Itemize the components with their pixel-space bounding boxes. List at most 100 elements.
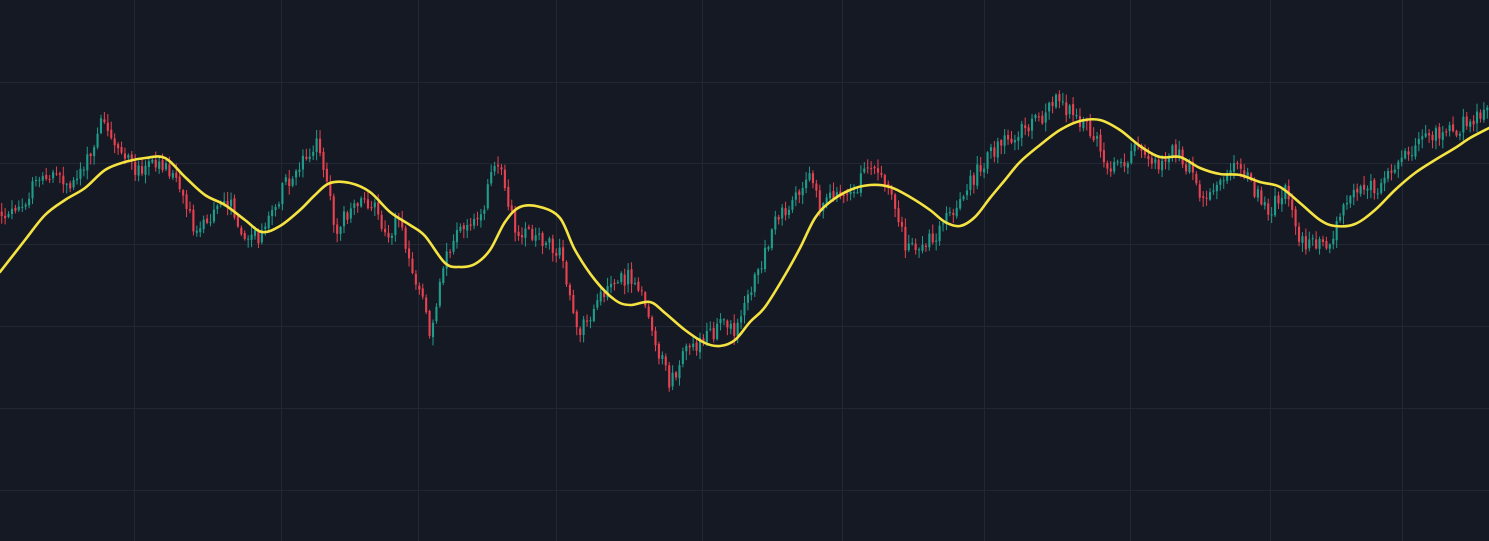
candle-body bbox=[1058, 94, 1061, 102]
candle-body bbox=[140, 166, 144, 174]
candle-body bbox=[931, 233, 934, 243]
candle-body bbox=[555, 252, 558, 256]
candle bbox=[623, 268, 626, 295]
candle-body bbox=[164, 163, 168, 170]
candle-body bbox=[490, 172, 493, 184]
candle bbox=[188, 201, 192, 214]
candle bbox=[921, 236, 924, 254]
candle bbox=[397, 212, 400, 228]
candle-body bbox=[380, 214, 383, 229]
candle-body bbox=[1441, 132, 1444, 140]
candle-body bbox=[10, 208, 14, 214]
candle-body bbox=[1116, 161, 1119, 163]
candle bbox=[1102, 142, 1105, 168]
candle-body bbox=[668, 365, 671, 388]
candle-body bbox=[548, 238, 551, 243]
candle-body bbox=[674, 372, 678, 378]
candle-body bbox=[390, 235, 393, 239]
candle bbox=[517, 225, 520, 241]
candle-body bbox=[733, 322, 736, 336]
candle-body bbox=[1315, 239, 1318, 249]
candle bbox=[1003, 129, 1006, 154]
candle bbox=[1236, 160, 1239, 170]
candle-body bbox=[921, 244, 924, 251]
candle-body bbox=[233, 198, 236, 218]
candle bbox=[1393, 164, 1396, 175]
candle bbox=[1041, 110, 1044, 125]
candle bbox=[473, 213, 476, 230]
candle-body bbox=[692, 343, 695, 348]
candle-body bbox=[305, 156, 308, 159]
candle-body bbox=[842, 194, 845, 196]
candle bbox=[38, 176, 41, 188]
candle-body bbox=[644, 292, 647, 306]
candle bbox=[79, 162, 82, 186]
candle bbox=[719, 313, 722, 331]
candle bbox=[568, 282, 571, 301]
candle bbox=[1438, 123, 1441, 146]
candle bbox=[325, 162, 328, 187]
candle bbox=[510, 199, 513, 213]
candle bbox=[154, 151, 157, 172]
candle-body bbox=[1335, 221, 1338, 241]
candle bbox=[1219, 178, 1222, 191]
candle-body bbox=[394, 217, 397, 236]
candle-body bbox=[1222, 180, 1225, 182]
candle bbox=[274, 204, 277, 217]
candle bbox=[657, 341, 660, 365]
candle-body bbox=[178, 176, 181, 190]
candle bbox=[924, 243, 927, 252]
candle bbox=[322, 147, 325, 178]
candle bbox=[1404, 148, 1407, 160]
candle-body bbox=[1369, 180, 1372, 191]
candle-body bbox=[883, 175, 886, 185]
candle-body bbox=[127, 155, 130, 158]
candle bbox=[1208, 188, 1212, 201]
candle bbox=[633, 277, 637, 286]
candle-body bbox=[1486, 107, 1489, 111]
candle bbox=[527, 224, 530, 230]
candle bbox=[1414, 138, 1417, 160]
candle-body bbox=[209, 222, 212, 224]
candle bbox=[89, 152, 92, 165]
candle bbox=[1133, 142, 1136, 157]
candle-body bbox=[698, 337, 702, 353]
candle-body bbox=[38, 179, 41, 181]
candle-body bbox=[1123, 162, 1126, 167]
candle bbox=[972, 172, 975, 194]
candle bbox=[455, 222, 459, 249]
candle-body bbox=[445, 251, 448, 269]
candle-body bbox=[1027, 127, 1030, 132]
candle-body bbox=[1157, 159, 1160, 170]
candle bbox=[856, 188, 859, 194]
candle bbox=[1205, 190, 1208, 206]
candle-body bbox=[1075, 114, 1078, 117]
candle-body bbox=[1048, 102, 1051, 112]
candle bbox=[86, 146, 89, 180]
candle-body bbox=[815, 183, 818, 191]
candle bbox=[870, 161, 873, 176]
candle bbox=[1410, 146, 1414, 161]
candle bbox=[195, 225, 198, 237]
candle-body bbox=[582, 319, 585, 336]
candle-body bbox=[760, 268, 763, 270]
candle bbox=[1455, 129, 1458, 138]
candle bbox=[291, 176, 294, 188]
candle-body bbox=[753, 274, 756, 293]
candle bbox=[1356, 183, 1359, 201]
candle-body bbox=[421, 288, 424, 297]
candle-body bbox=[1431, 134, 1434, 141]
candle-body bbox=[1308, 239, 1311, 249]
candle-body bbox=[117, 144, 120, 149]
candle bbox=[579, 326, 582, 343]
candle bbox=[1301, 232, 1304, 252]
candle-body bbox=[473, 219, 476, 226]
candle-body bbox=[1229, 170, 1232, 176]
candle bbox=[1096, 131, 1099, 147]
candle bbox=[103, 112, 106, 124]
candle-body bbox=[1208, 192, 1212, 200]
candle-body bbox=[229, 199, 233, 207]
candle bbox=[342, 206, 346, 234]
candle bbox=[695, 337, 698, 356]
